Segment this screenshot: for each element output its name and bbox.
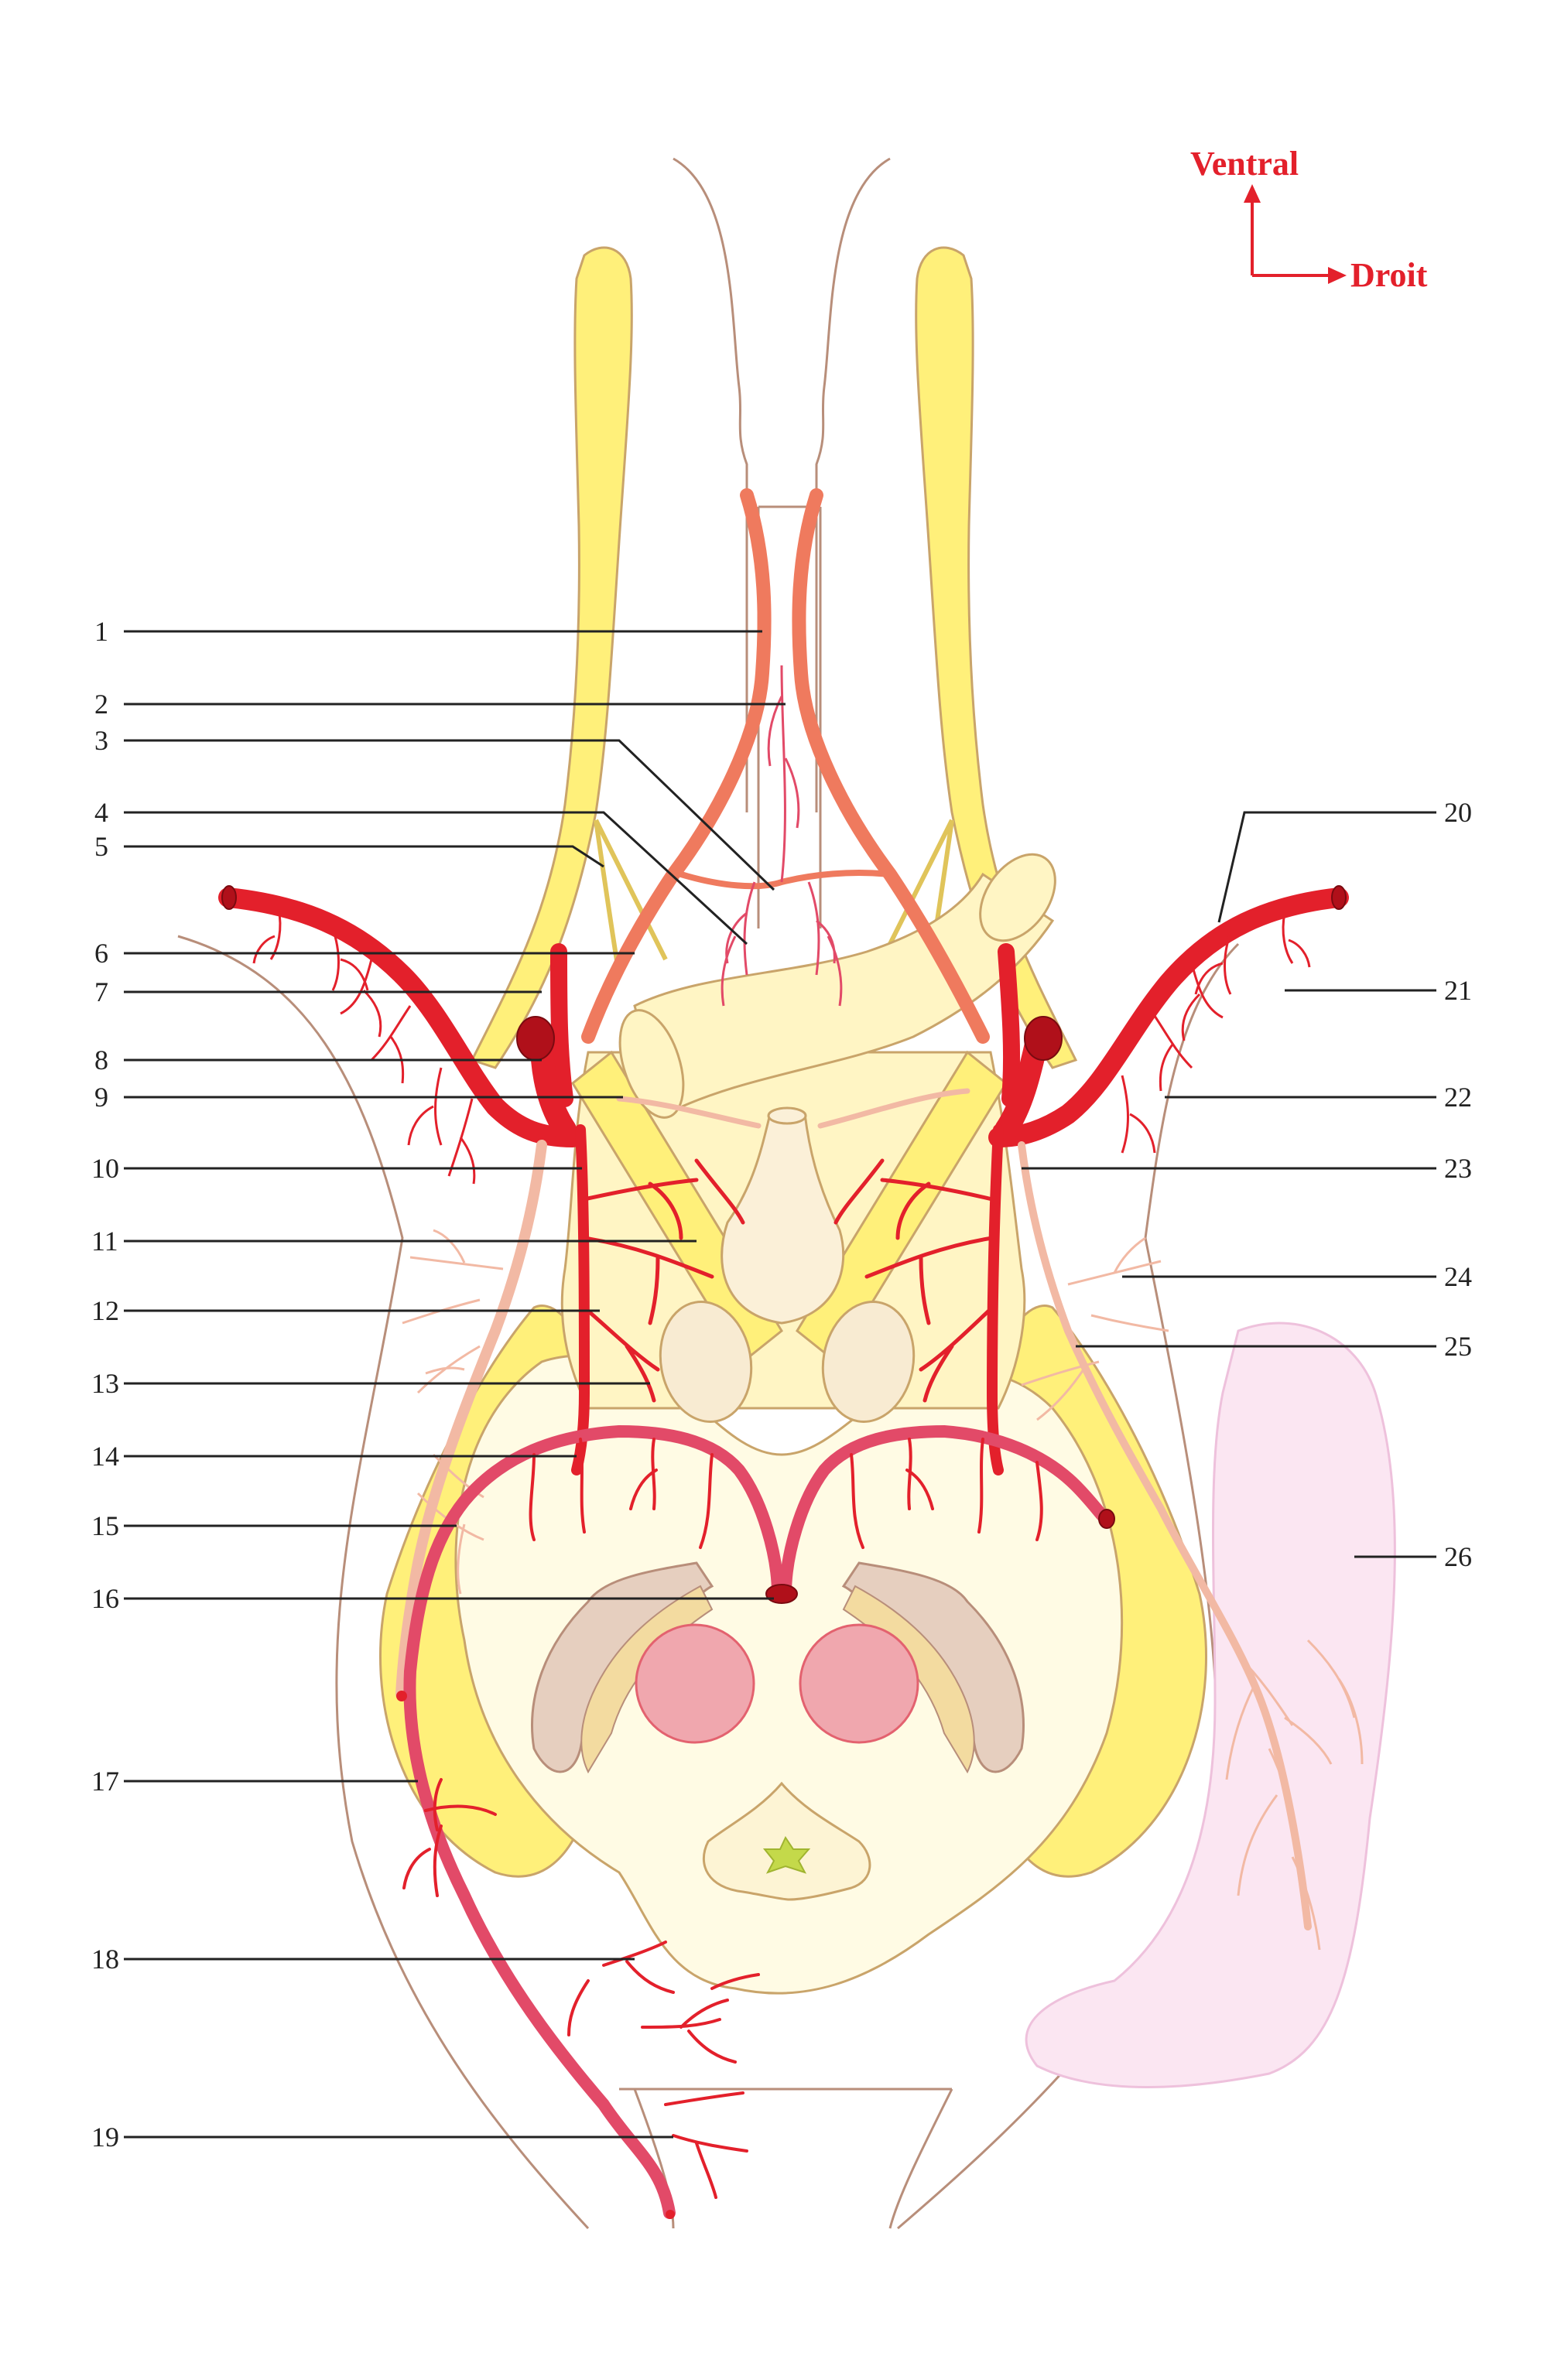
left-pale-vessel <box>395 1140 547 1700</box>
chiasm-cylinder <box>633 872 1055 1116</box>
posterior-cerebral-arteries <box>403 1424 1113 2219</box>
label-8: 8 <box>94 1045 108 1075</box>
ventral-arrow-head <box>1244 184 1261 203</box>
right-middle-cerebral-cap <box>1331 885 1347 910</box>
basilar-cap <box>765 1584 798 1604</box>
left-middle-cerebral <box>218 887 583 1147</box>
middle-cerebral-arteries <box>218 887 1349 1147</box>
left-posterior-cerebral <box>403 1424 784 2219</box>
posterior-communicating-branches <box>582 1158 994 1403</box>
right-ica-bulb-cap <box>1024 1016 1063 1061</box>
leader-4 <box>124 811 748 946</box>
label-15: 15 <box>91 1510 119 1541</box>
leader-5 <box>124 845 604 868</box>
right-label: Droit <box>1350 256 1428 294</box>
label-11: 11 <box>91 1226 118 1257</box>
right-posterior-cerebral <box>779 1424 1113 1600</box>
right-middle-cerebral <box>988 887 1349 1147</box>
left-descending-cap <box>396 1691 407 1701</box>
posterior-cerebral-branches <box>402 1438 1043 2199</box>
label-16: 16 <box>91 1583 119 1614</box>
left-ica-bulb-cap <box>516 1016 555 1061</box>
right-anterior-cerebral <box>792 488 990 1044</box>
number-labels: 1 2 3 4 5 6 7 8 9 10 11 12 13 14 15 16 1… <box>91 616 1472 2153</box>
label-19: 19 <box>91 2122 119 2153</box>
label-10: 10 <box>91 1153 119 1184</box>
label-20: 20 <box>1444 797 1472 828</box>
right-mammillary-body <box>821 1301 916 1423</box>
left-pontine-circle <box>635 1623 755 1744</box>
label-5: 5 <box>94 831 108 862</box>
ventral-label: Ventral <box>1190 145 1299 183</box>
chiasm-cylinder-right-end <box>979 853 1056 942</box>
right-pale-vessel <box>1018 1141 1312 1930</box>
central-canal <box>762 1835 811 1874</box>
left-carotid-stub <box>550 943 573 1107</box>
chiasm-cylinder-left-end <box>618 1009 685 1119</box>
label-25: 25 <box>1444 1331 1472 1362</box>
left-anterior-cerebral <box>581 488 772 1044</box>
pale-vessel-branches <box>402 1229 1364 1951</box>
left-middle-cerebral-cap <box>221 885 237 910</box>
label-26: 26 <box>1444 1541 1472 1572</box>
lower-right-contour <box>888 2088 953 2229</box>
label-17: 17 <box>91 1766 119 1797</box>
right-posterior-communicating <box>986 1124 1004 1476</box>
label-18: 18 <box>91 1944 119 1975</box>
label-21: 21 <box>1444 975 1472 1006</box>
brainstem <box>454 1354 1124 1995</box>
left-posterior-pale <box>616 1096 762 1129</box>
bottom-descending-cap <box>666 2210 675 2219</box>
label-22: 22 <box>1444 1082 1472 1113</box>
anterior-communicating <box>678 870 893 890</box>
label-13: 13 <box>91 1368 119 1399</box>
right-posterior-cap <box>1098 1509 1115 1529</box>
vessel-caps <box>221 885 1347 910</box>
pituitary-stalk <box>721 1113 845 1325</box>
left-body-contour <box>177 935 590 2230</box>
label-7: 7 <box>94 976 108 1007</box>
right-pontine-circle <box>799 1623 919 1744</box>
label-9: 9 <box>94 1082 108 1113</box>
right-carotid-stub <box>998 943 1021 1107</box>
anterior-branches <box>721 665 843 1007</box>
label-23: 23 <box>1444 1153 1472 1184</box>
right-posterior-pale <box>817 1088 970 1129</box>
left-mammillary-body <box>659 1301 753 1423</box>
label-1: 1 <box>94 616 108 647</box>
right-arrow-head <box>1328 267 1347 284</box>
label-12: 12 <box>91 1295 119 1326</box>
label-2: 2 <box>94 689 108 720</box>
label-24: 24 <box>1444 1261 1472 1292</box>
label-6: 6 <box>94 938 108 969</box>
left-outer-contour <box>673 157 748 812</box>
leader-3 <box>124 739 775 891</box>
label-14: 14 <box>91 1441 119 1472</box>
label-3: 3 <box>94 725 108 756</box>
left-olfactory-tract <box>470 246 633 1069</box>
pituitary-top <box>767 1106 807 1125</box>
leader-lines <box>124 630 1436 2139</box>
right-outer-contour <box>815 157 891 812</box>
orientation-indicator: Ventral Droit <box>1190 145 1428 294</box>
pale-vessels <box>395 1088 1312 1930</box>
leader-20 <box>1217 811 1436 923</box>
label-4: 4 <box>94 797 108 828</box>
right-olfactory-tract <box>915 246 1078 1069</box>
